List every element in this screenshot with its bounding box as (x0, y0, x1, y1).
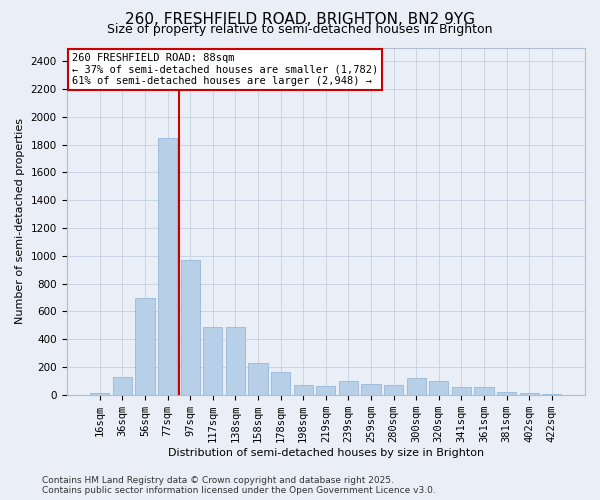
Bar (113, 376, 132, 394)
Bar (293, 385, 313, 394)
Bar (181, 260, 200, 394)
Bar (136, 298, 155, 394)
Bar (429, 381, 448, 394)
Bar (497, 392, 516, 394)
Bar (475, 387, 494, 394)
Text: 260, FRESHFIELD ROAD, BRIGHTON, BN2 9YG: 260, FRESHFIELD ROAD, BRIGHTON, BN2 9YG (125, 12, 475, 28)
Bar (158, 138, 177, 394)
Bar (271, 372, 290, 394)
Bar (203, 326, 223, 394)
Text: 260 FRESHFIELD ROAD: 88sqm
← 37% of semi-detached houses are smaller (1,782)
61%: 260 FRESHFIELD ROAD: 88sqm ← 37% of semi… (72, 52, 378, 86)
Bar (339, 381, 358, 394)
Bar (361, 384, 380, 394)
Text: Contains HM Land Registry data © Crown copyright and database right 2025.
Contai: Contains HM Land Registry data © Crown c… (42, 476, 436, 495)
Bar (384, 385, 403, 394)
Y-axis label: Number of semi-detached properties: Number of semi-detached properties (15, 118, 25, 324)
Bar (452, 387, 471, 394)
Bar (407, 378, 426, 394)
Bar (316, 386, 335, 394)
Bar (226, 326, 245, 394)
Bar (248, 363, 268, 394)
Text: Size of property relative to semi-detached houses in Brighton: Size of property relative to semi-detach… (107, 22, 493, 36)
X-axis label: Distribution of semi-detached houses by size in Brighton: Distribution of semi-detached houses by … (168, 448, 484, 458)
